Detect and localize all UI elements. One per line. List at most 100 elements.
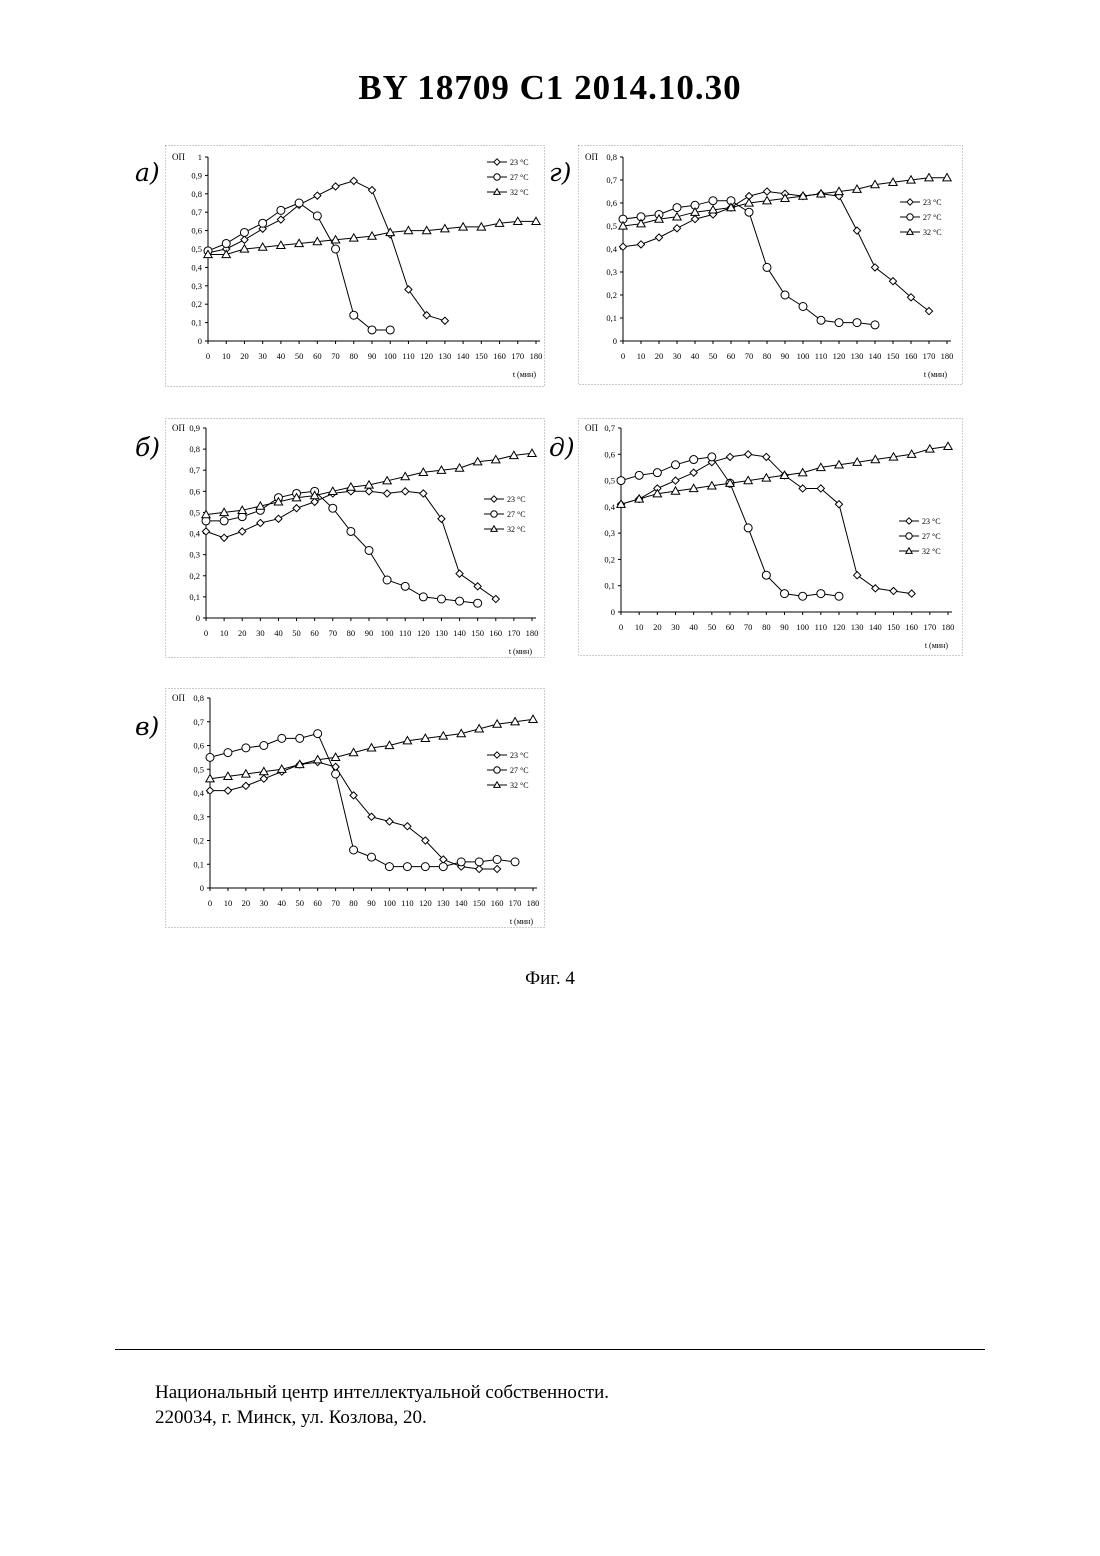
y-tick-label: 0,7 xyxy=(191,207,202,217)
data-point xyxy=(690,456,698,464)
data-point xyxy=(402,488,409,495)
data-point xyxy=(528,449,536,456)
footer-line-2: 220034, г. Минск, ул. Козлова, 20. xyxy=(155,1407,427,1429)
x-tick-label: 30 xyxy=(673,351,682,361)
x-tick-label: 170 xyxy=(923,622,936,632)
series-23c xyxy=(206,759,500,873)
x-tick-label: 50 xyxy=(708,622,717,632)
y-tick-label: 0,3 xyxy=(189,550,200,560)
y-tick-label: 0,3 xyxy=(191,281,202,291)
y-tick-label: 0,4 xyxy=(606,244,617,254)
y-axis-label: ОП xyxy=(585,423,598,433)
x-tick-label: 60 xyxy=(310,628,319,638)
data-point xyxy=(709,197,717,205)
chart-frame xyxy=(579,419,963,656)
x-tick-label: 20 xyxy=(655,351,664,361)
x-tick-label: 180 xyxy=(942,622,955,632)
data-point xyxy=(383,576,391,584)
x-tick-label: 80 xyxy=(763,351,772,361)
x-tick-label: 50 xyxy=(292,628,301,638)
x-tick-label: 170 xyxy=(508,628,521,638)
data-point xyxy=(329,504,337,512)
y-tick-label: 0,4 xyxy=(193,788,204,798)
chart-frame xyxy=(166,689,545,928)
y-tick-label: 0,7 xyxy=(604,423,615,433)
x-tick-label: 0 xyxy=(204,628,208,638)
legend-label: 32 °C xyxy=(507,525,526,534)
x-tick-label: 180 xyxy=(526,628,539,638)
data-point xyxy=(368,187,375,194)
x-tick-label: 120 xyxy=(420,351,433,361)
y-tick-label: 0,5 xyxy=(189,507,200,517)
x-tick-label: 160 xyxy=(491,898,504,908)
x-tick-label: 80 xyxy=(350,351,359,361)
y-tick-label: 0,5 xyxy=(606,221,617,231)
legend-marker xyxy=(906,533,912,539)
x-tick-label: 100 xyxy=(797,351,810,361)
series-27c xyxy=(202,487,482,607)
y-tick-label: 0,9 xyxy=(191,170,202,180)
y-tick-label: 0 xyxy=(198,336,202,346)
x-tick-label: 120 xyxy=(833,351,846,361)
data-point xyxy=(293,505,300,512)
series-27c xyxy=(204,199,394,334)
legend-marker xyxy=(906,518,912,524)
x-tick-label: 10 xyxy=(220,628,229,638)
legend-label: 27 °C xyxy=(923,213,942,222)
x-tick-label: 160 xyxy=(905,622,918,632)
series-32c xyxy=(204,217,540,257)
y-tick-label: 0,2 xyxy=(606,290,617,300)
x-tick-label: 100 xyxy=(796,622,809,632)
x-tick-label: 60 xyxy=(726,622,735,632)
data-point xyxy=(835,592,843,600)
data-point xyxy=(419,593,427,601)
x-tick-label: 130 xyxy=(851,622,864,632)
y-tick-label: 0,4 xyxy=(191,262,202,272)
x-tick-label: 50 xyxy=(709,351,718,361)
x-tick-label: 40 xyxy=(691,351,700,361)
data-point xyxy=(653,469,661,477)
x-tick-label: 100 xyxy=(383,898,396,908)
x-tick-label: 10 xyxy=(224,898,233,908)
legend-label: 23 °C xyxy=(510,751,529,760)
data-point xyxy=(655,234,662,241)
data-point xyxy=(799,592,807,600)
x-tick-label: 180 xyxy=(527,898,540,908)
legend-label: 32 °C xyxy=(923,228,942,237)
data-point xyxy=(441,317,448,324)
x-tick-label: 80 xyxy=(762,622,771,632)
data-point xyxy=(314,730,322,738)
data-point xyxy=(242,744,250,752)
x-axis-label: t (мин) xyxy=(509,647,533,656)
legend-label: 23 °C xyxy=(507,495,526,504)
data-point xyxy=(221,534,228,541)
x-tick-label: 80 xyxy=(347,628,356,638)
legend-label: 32 °C xyxy=(922,547,941,556)
data-point xyxy=(529,715,537,722)
data-point xyxy=(781,291,789,299)
x-tick-label: 180 xyxy=(530,351,543,361)
x-tick-label: 140 xyxy=(455,898,468,908)
y-tick-label: 0,7 xyxy=(606,175,617,185)
x-tick-label: 170 xyxy=(509,898,522,908)
legend: 23 °C27 °C32 °C xyxy=(900,198,942,237)
x-tick-label: 20 xyxy=(653,622,662,632)
data-point xyxy=(405,286,412,293)
x-tick-label: 90 xyxy=(780,622,789,632)
page-header: BY 18709 C1 2014.10.30 xyxy=(0,68,1100,108)
x-tick-label: 110 xyxy=(815,351,827,361)
legend-marker xyxy=(494,752,500,758)
x-tick-label: 140 xyxy=(453,628,466,638)
data-point xyxy=(386,818,393,825)
data-point xyxy=(384,490,391,497)
y-tick-label: 0,6 xyxy=(191,226,202,236)
series-line xyxy=(206,491,496,599)
footer-divider xyxy=(115,1349,985,1350)
data-point xyxy=(257,519,264,526)
x-axis-label: t (мин) xyxy=(924,370,948,379)
series-line xyxy=(621,457,839,596)
data-point xyxy=(493,856,501,864)
x-tick-label: 40 xyxy=(278,898,287,908)
data-point xyxy=(224,787,231,794)
legend-marker xyxy=(494,767,500,773)
